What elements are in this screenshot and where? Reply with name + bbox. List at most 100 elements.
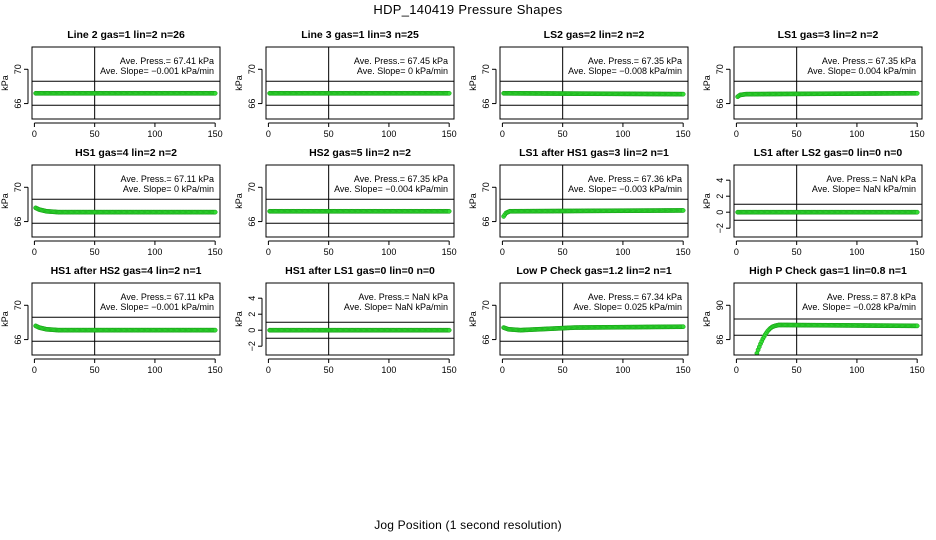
y-tick-label: 0 xyxy=(715,210,725,215)
chart-annotation: Ave. Press.= 67.36 kPa xyxy=(588,174,682,184)
y-tick-label: 70 xyxy=(13,300,23,310)
plot-frame xyxy=(499,46,689,120)
y-axis-label: kPa xyxy=(468,311,478,327)
plot-frame xyxy=(31,282,221,356)
x-tick-label: 100 xyxy=(849,365,864,375)
x-tick-label: 0 xyxy=(734,365,739,375)
chart-panel: LS1 gas=3 lin=2 n=2 Ave. Press.= 67.35 kP… xyxy=(702,29,925,139)
x-tick-label: 100 xyxy=(615,247,630,257)
x-tick-label: 0 xyxy=(266,365,271,375)
y-tick-label: 86 xyxy=(715,335,725,345)
chart-title: HS1 after HS2 gas=4 lin=2 n=1 xyxy=(51,265,202,277)
chart-annotation: Ave. Press.= 67.41 kPa xyxy=(120,56,214,66)
plot-frame xyxy=(265,282,455,356)
chart-panel: LS1 after LS2 gas=0 lin=0 n=0 Ave. Press.… xyxy=(702,147,925,257)
chart-annotation: Ave. Press.= 87.8 kPa xyxy=(827,292,916,302)
y-tick-label: 70 xyxy=(247,64,257,74)
chart-annotation: Ave. Press.= 67.35 kPa xyxy=(354,174,448,184)
data-series xyxy=(501,90,686,97)
x-tick-label: 50 xyxy=(558,365,568,375)
x-tick-label: 150 xyxy=(910,129,925,139)
x-axis: 0 50 100 150 xyxy=(266,122,457,139)
x-tick-label: 0 xyxy=(266,129,271,139)
chart-title: Line 3 gas=1 lin=3 n=25 xyxy=(301,29,419,41)
chart-title: HS1 gas=4 lin=2 n=2 xyxy=(75,147,177,159)
x-tick-label: 50 xyxy=(324,247,334,257)
y-axis-label: kPa xyxy=(234,311,244,327)
y-axis-label: kPa xyxy=(702,75,712,91)
x-tick-label: 150 xyxy=(676,129,691,139)
y-axis-label: kPa xyxy=(468,193,478,209)
x-tick-label: 100 xyxy=(615,129,630,139)
y-tick-label: −2 xyxy=(715,223,725,233)
x-tick-label: 0 xyxy=(32,129,37,139)
chart-panel: High P Check gas=1 lin=0.8 n=1 Ave. Press… xyxy=(702,265,925,375)
plot-frame xyxy=(265,164,455,238)
y-tick-label: 70 xyxy=(481,182,491,192)
y-tick-label: 4 xyxy=(247,296,257,301)
chart-annotation: Ave. Press.= 67.34 kPa xyxy=(588,292,682,302)
y-tick-label: 70 xyxy=(481,64,491,74)
chart-annotation: Ave. Press.= NaN kPa xyxy=(826,174,916,184)
x-axis: 0 50 100 150 xyxy=(500,122,691,139)
y-tick-label: 66 xyxy=(247,217,257,227)
chart-annotation: Ave. Press.= 67.35 kPa xyxy=(822,56,916,66)
x-tick-label: 150 xyxy=(442,129,457,139)
x-tick-label: 150 xyxy=(442,365,457,375)
y-tick-label: 66 xyxy=(247,99,257,109)
y-axis-label: kPa xyxy=(702,311,712,327)
x-axis: 0 50 100 150 xyxy=(266,358,457,375)
x-axis: 0 50 100 150 xyxy=(32,358,223,375)
data-point xyxy=(212,209,218,215)
y-tick-label: 70 xyxy=(247,182,257,192)
x-tick-label: 150 xyxy=(208,247,223,257)
chart-annotation: Ave. Slope= NaN kPa/min xyxy=(812,184,916,194)
data-point xyxy=(446,208,452,214)
x-tick-label: 100 xyxy=(849,247,864,257)
data-point xyxy=(212,90,218,96)
chart-annotation: Ave. Slope= −0.001 kPa/min xyxy=(100,66,214,76)
y-tick-label: 66 xyxy=(13,217,23,227)
x-tick-label: 50 xyxy=(324,129,334,139)
data-series xyxy=(501,208,686,219)
x-tick-label: 150 xyxy=(208,129,223,139)
chart-annotation: Ave. Slope= −0.004 kPa/min xyxy=(334,184,448,194)
data-series xyxy=(501,324,686,333)
data-series xyxy=(735,90,920,100)
data-point xyxy=(914,209,920,215)
y-axis-label: kPa xyxy=(0,75,10,91)
chart-annotation: Ave. Slope= −0.008 kPa/min xyxy=(568,66,682,76)
x-axis: 0 50 100 150 xyxy=(734,240,925,257)
chart-annotation: Ave. Slope= −0.003 kPa/min xyxy=(568,184,682,194)
x-axis: 0 50 100 150 xyxy=(734,358,925,375)
x-tick-label: 0 xyxy=(734,247,739,257)
y-tick-label: −2 xyxy=(247,341,257,351)
y-tick-label: 2 xyxy=(247,312,257,317)
x-axis-label: Jog Position (1 second resolution) xyxy=(374,518,562,532)
x-tick-label: 150 xyxy=(676,247,691,257)
chart-panel: HS2 gas=5 lin=2 n=2 Ave. Press.= 67.35 kP… xyxy=(234,147,457,257)
x-tick-label: 0 xyxy=(734,129,739,139)
y-tick-label: 70 xyxy=(481,300,491,310)
x-tick-label: 50 xyxy=(558,247,568,257)
chart-annotation: Ave. Press.= NaN kPa xyxy=(358,292,448,302)
chart-annotation: Ave. Press.= 67.11 kPa xyxy=(121,174,214,184)
x-axis: 0 50 100 150 xyxy=(266,240,457,257)
x-axis: 0 50 100 150 xyxy=(500,358,691,375)
x-tick-label: 50 xyxy=(558,129,568,139)
chart-title: Line 2 gas=1 lin=2 n=26 xyxy=(67,29,185,41)
page-title: HDP_140419 Pressure Shapes xyxy=(373,2,563,17)
x-tick-label: 100 xyxy=(615,365,630,375)
x-tick-label: 50 xyxy=(324,365,334,375)
y-tick-label: 70 xyxy=(13,182,23,192)
x-tick-label: 150 xyxy=(208,365,223,375)
data-series xyxy=(33,323,218,333)
x-tick-label: 50 xyxy=(792,129,802,139)
plot-frame xyxy=(499,164,689,238)
data-series xyxy=(33,205,218,215)
chart-panel: HS1 after LS1 gas=0 lin=0 n=0 Ave. Press.… xyxy=(234,265,457,375)
data-point xyxy=(446,327,452,333)
